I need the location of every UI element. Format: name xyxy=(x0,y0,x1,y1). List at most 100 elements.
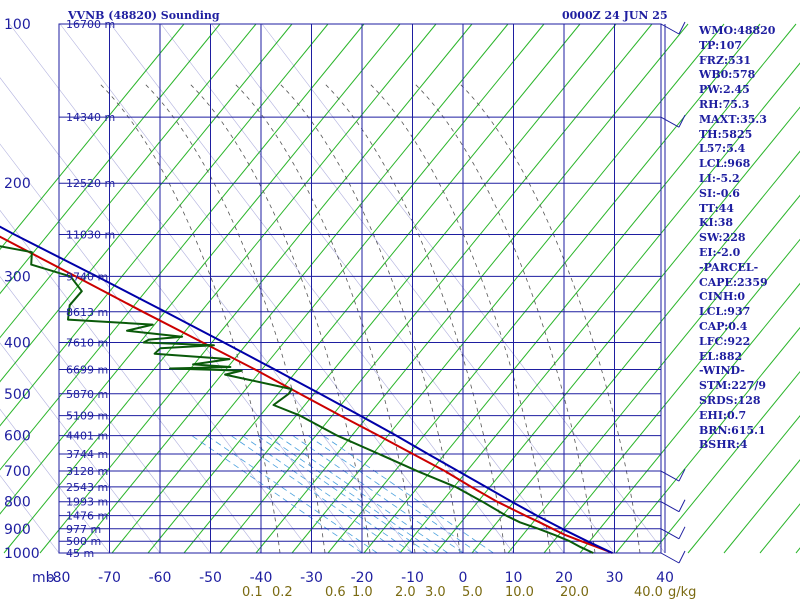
mixing-ratio-lines xyxy=(191,435,494,554)
sounding-index: TT:44 xyxy=(699,201,734,215)
dry-adiabat xyxy=(39,23,473,554)
pressure-tick-label: 900 xyxy=(4,522,31,538)
mixing-ratio-line xyxy=(242,435,413,554)
temperature-tick-label: 30 xyxy=(606,570,624,586)
wind-barbs xyxy=(660,21,686,564)
moist-adiabat xyxy=(414,83,596,554)
height-tick-label: 12520 m xyxy=(66,177,115,190)
height-tick-label: 977 m xyxy=(66,523,101,536)
sounding-index: TH:5825 xyxy=(699,127,753,141)
dry-adiabat xyxy=(291,23,725,554)
pressure-tick-label: 700 xyxy=(4,464,31,480)
skewed-isotherm xyxy=(9,23,413,554)
dry-adiabat xyxy=(3,23,437,554)
pressure-tick-label: 400 xyxy=(4,335,31,351)
sounding-profiles xyxy=(0,225,613,554)
sounding-index: BSHR:4 xyxy=(699,438,748,452)
sounding-index: LI:-5.2 xyxy=(699,171,740,185)
temperature-tick-label: -50 xyxy=(199,570,222,586)
sounding-index: L57:5.4 xyxy=(699,142,746,156)
y-axis-unit: mb xyxy=(32,570,55,586)
dry-adiabat xyxy=(399,62,800,554)
sounding-index: SW:228 xyxy=(699,231,746,245)
height-tick-label: 1476 m xyxy=(66,510,108,523)
wind-barb-staff xyxy=(660,116,680,128)
wind-barb xyxy=(660,526,686,540)
dry-adiabat xyxy=(723,459,800,554)
temperature-tick-label: -80 xyxy=(48,570,71,586)
height-tick-label: 45 m xyxy=(66,547,94,560)
dry-adiabat xyxy=(183,23,617,554)
wind-barb xyxy=(660,550,686,564)
sounding-index: PW:2.45 xyxy=(699,83,750,97)
height-tick-label: 2543 m xyxy=(66,481,108,494)
dry-adiabat xyxy=(0,23,365,471)
sounding-index: CINH:0 xyxy=(699,290,746,304)
wind-barb xyxy=(660,114,686,128)
height-tick-label: 1993 m xyxy=(66,496,108,509)
dry-adiabats xyxy=(0,23,800,554)
mixing-ratio-line xyxy=(230,435,402,554)
temperature-tick-label: 0 xyxy=(459,570,468,586)
wind-barb-feather xyxy=(678,499,686,512)
sounding-index: LFC:922 xyxy=(699,334,751,348)
station-title: VVNB (48820) Sounding xyxy=(68,9,220,22)
temperature-profile-line xyxy=(0,235,613,554)
sounding-index: CAP:0.4 xyxy=(699,319,748,333)
dry-adiabat xyxy=(0,23,401,515)
pressure-isobars xyxy=(58,23,666,554)
sounding-indices-panel: WMO:48820 TP:107 FRZ:531 WB0:578 PW:2.45 RH:7… xyxy=(699,24,799,453)
sounding-index: EI:-2.0 xyxy=(699,245,741,259)
sounding-index: FRZ:531 xyxy=(699,53,752,67)
sounding-index: CAPE:2359 xyxy=(699,275,768,289)
temperature-tick-label: 10 xyxy=(505,570,523,586)
pressure-tick-label: 1000 xyxy=(4,546,40,562)
moist-adiabat xyxy=(279,83,461,554)
sounding-index: -WIND- xyxy=(699,364,745,378)
height-tick-label: 3128 m xyxy=(66,465,108,478)
sounding-index: WB0:578 xyxy=(699,68,756,82)
dry-adiabat xyxy=(75,23,509,554)
dry-adiabat xyxy=(0,23,293,383)
sounding-index: SI:-0.6 xyxy=(699,186,740,200)
observation-time: 0000Z 24 JUN 25 xyxy=(562,9,668,22)
mixing-ratio-label: 40.0 xyxy=(634,585,663,600)
sounding-index: STM:227/9 xyxy=(699,379,766,393)
height-tick-label: 3744 m xyxy=(66,448,108,461)
pressure-tick-label: 800 xyxy=(4,495,31,511)
temperature-tick-label: 40 xyxy=(656,570,674,586)
skewed-isotherm xyxy=(59,23,464,554)
mixing-ratio-label: 2.0 xyxy=(395,585,416,600)
mixing-ratio-label: 10.0 xyxy=(505,585,534,600)
dry-adiabat xyxy=(147,23,581,554)
moist-adiabat xyxy=(99,83,281,554)
dry-adiabat xyxy=(327,23,761,554)
sounding-index: LCL:968 xyxy=(699,157,751,171)
height-tick-label: 5870 m xyxy=(66,388,108,401)
temperature-tick-label: 20 xyxy=(555,570,573,586)
height-tick-label: 6699 m xyxy=(66,364,108,377)
wind-barb-staff xyxy=(660,528,680,540)
wind-barb xyxy=(660,499,686,513)
temperature-tick-label: -60 xyxy=(149,570,172,586)
sounding-index: WMO:48820 xyxy=(699,24,776,37)
wind-barb xyxy=(660,21,686,35)
sounding-index: SRDS:128 xyxy=(699,393,761,407)
wind-barb-staff xyxy=(660,23,680,35)
height-tick-label: 4401 m xyxy=(66,430,108,443)
wind-barb-feather xyxy=(678,114,686,128)
height-tick-label: 14340 m xyxy=(66,111,115,124)
height-tick-label: 5109 m xyxy=(66,410,108,423)
sounding-index: LCL:937 xyxy=(699,305,751,319)
moist-adiabat xyxy=(144,83,326,554)
skewed-isotherm xyxy=(0,342,161,554)
dry-adiabat xyxy=(0,23,185,251)
plot-frame xyxy=(58,23,662,554)
skewed-isotherm xyxy=(211,23,615,554)
mixing-ratio-label: 0.6 xyxy=(325,585,346,600)
temperature-tick-label: -40 xyxy=(250,570,273,586)
mixing-ratio-label: 0.2 xyxy=(272,585,293,600)
mixing-ratio-line xyxy=(191,435,363,554)
